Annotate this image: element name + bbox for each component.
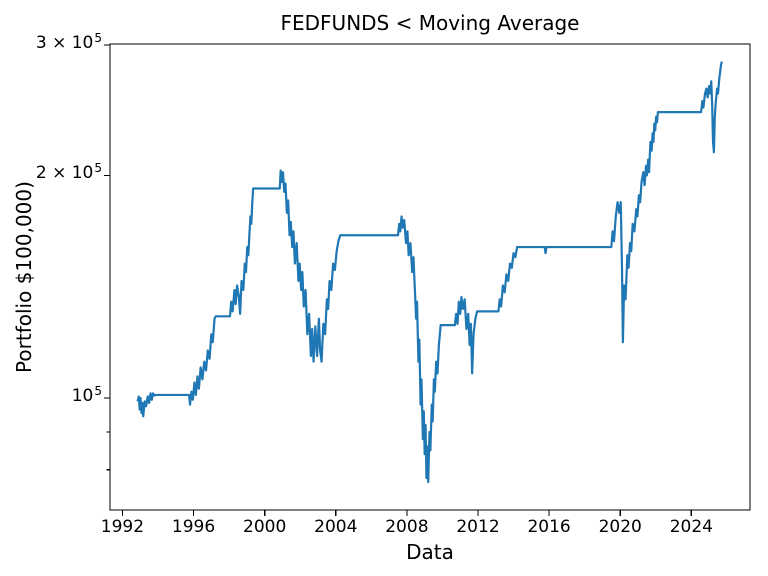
x-tick-label: 2024 (669, 517, 713, 537)
y-tick-exponent: 5 (94, 161, 102, 176)
x-tick-label: 1992 (100, 517, 145, 537)
y-tick-label: 105 (0, 384, 102, 407)
chart-title: FEDFUNDS < Moving Average (280, 11, 580, 35)
y-tick-mantissa: 10 (71, 386, 94, 407)
plot-frame (109, 43, 751, 511)
x-tick-label: 2020 (598, 517, 642, 537)
x-tick-label: 2004 (314, 517, 358, 537)
y-tick-label: 2 × 105 (0, 161, 102, 184)
axis-ticks (104, 44, 692, 516)
y-tick-exponent: 5 (94, 31, 102, 46)
x-tick-label: 1996 (171, 517, 216, 537)
x-tick-label: 2016 (527, 517, 571, 537)
x-axis-label: Data (406, 540, 454, 564)
y-tick-mantissa: 2 × 10 (35, 163, 94, 184)
portfolio-line (136, 61, 723, 484)
x-tick-label: 2012 (456, 517, 500, 537)
x-tick-label: 2000 (243, 517, 287, 537)
x-tick-label: 2008 (385, 517, 429, 537)
y-tick-exponent: 5 (94, 384, 102, 399)
y-tick-label: 3 × 105 (0, 31, 102, 54)
y-tick-mantissa: 3 × 10 (35, 33, 94, 54)
y-axis-label: Portfolio $100,000) (12, 181, 36, 373)
